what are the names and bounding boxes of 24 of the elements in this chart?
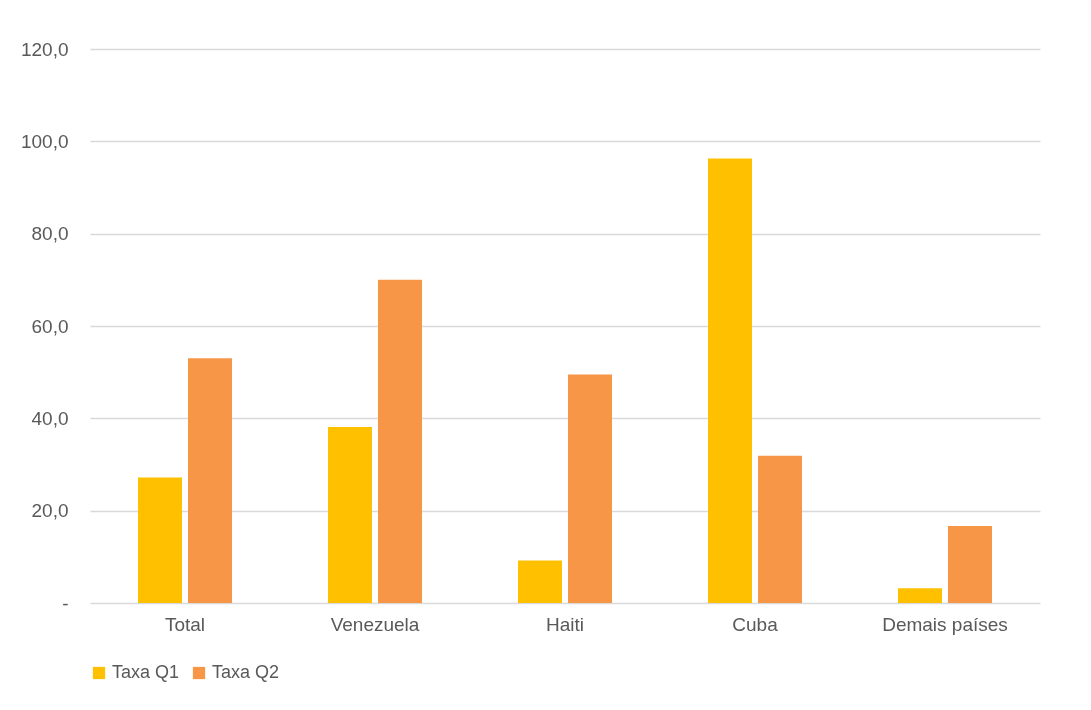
y-tick-label: 60,0 (31, 315, 69, 337)
x-tick-label: Demais países (882, 613, 1008, 635)
x-tick-label: Venezuela (330, 613, 420, 635)
bar (758, 455, 802, 603)
bar (138, 477, 182, 603)
bar (948, 525, 992, 603)
bar (188, 358, 232, 603)
legend-label: Taxa Q2 (212, 662, 280, 682)
x-tick-label: Haiti (545, 613, 585, 635)
y-tick-label: 80,0 (31, 223, 69, 245)
bar (518, 560, 562, 603)
y-tick-label: - (62, 592, 69, 614)
y-tick-label: 40,0 (31, 407, 69, 429)
x-tick-label: Total (164, 613, 206, 635)
legend-label: Taxa Q1 (112, 662, 180, 682)
y-tick-label: 100,0 (20, 130, 69, 152)
bar (898, 588, 942, 603)
bar (708, 158, 752, 603)
x-tick-label: Cuba (732, 613, 779, 635)
y-tick-label: 20,0 (31, 500, 69, 522)
bar (328, 427, 372, 603)
bar (378, 279, 422, 603)
bar (568, 374, 612, 603)
y-tick-label: 120,0 (20, 38, 69, 60)
